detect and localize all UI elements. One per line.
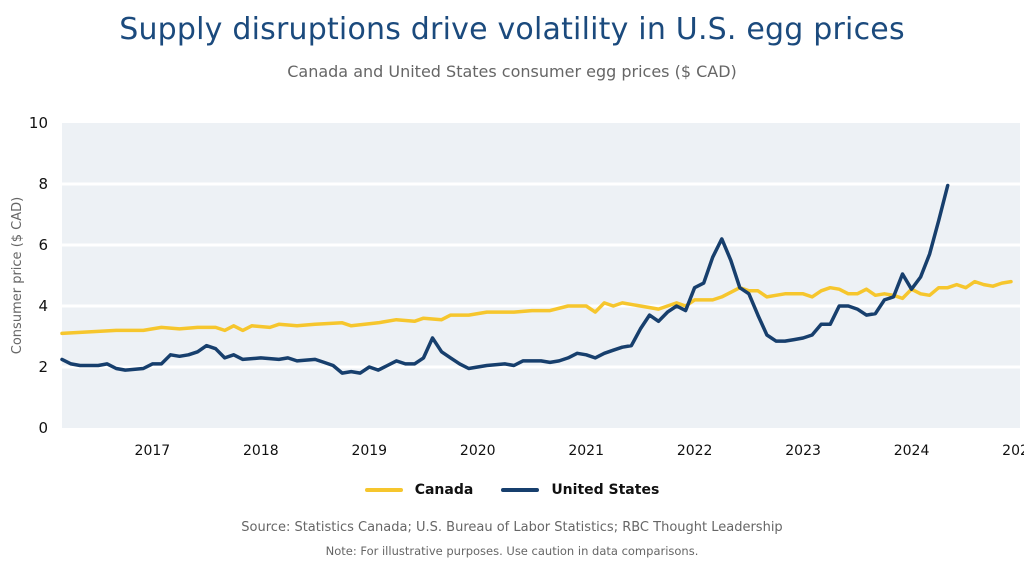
x-tick-label: 2018 <box>243 443 279 459</box>
x-tick-label: 2019 <box>351 443 387 459</box>
plot-area <box>62 123 1020 428</box>
y-tick-label: 4 <box>38 297 48 315</box>
y-tick-label: 0 <box>38 419 48 437</box>
y-tick-label: 2 <box>38 358 48 376</box>
legend-item-us: United States <box>501 482 659 498</box>
x-tick-label: 2017 <box>135 443 171 459</box>
x-tick-label: 2025 <box>1002 443 1024 459</box>
legend-item-canada: Canada <box>364 482 474 498</box>
x-tick-label: 2021 <box>568 443 604 459</box>
legend-label-canada: Canada <box>414 482 474 498</box>
chart-legend: Canada United States <box>0 482 1024 498</box>
y-tick-label: 6 <box>38 236 48 254</box>
chart-title: Supply disruptions drive volatility in U… <box>119 12 905 47</box>
x-tick-label: 2024 <box>894 443 930 459</box>
legend-swatch-us <box>501 488 540 492</box>
chart-subtitle: Canada and United States consumer egg pr… <box>287 62 737 81</box>
x-tick-label: 2023 <box>785 443 821 459</box>
source-note: Source: Statistics Canada; U.S. Bureau o… <box>241 520 783 535</box>
caution-note: Note: For illustrative purposes. Use cau… <box>325 544 699 558</box>
series-line-us <box>60 183 950 375</box>
y-axis-label: Consumer price ($ CAD) <box>10 197 25 354</box>
legend-swatch-canada <box>364 488 403 492</box>
x-tick-label: 2020 <box>460 443 496 459</box>
y-tick-label: 8 <box>38 175 48 193</box>
legend-label-us: United States <box>551 482 660 498</box>
x-tick-label: 2022 <box>677 443 713 459</box>
y-tick-label: 10 <box>29 114 48 132</box>
series-line-canada <box>60 279 1013 336</box>
